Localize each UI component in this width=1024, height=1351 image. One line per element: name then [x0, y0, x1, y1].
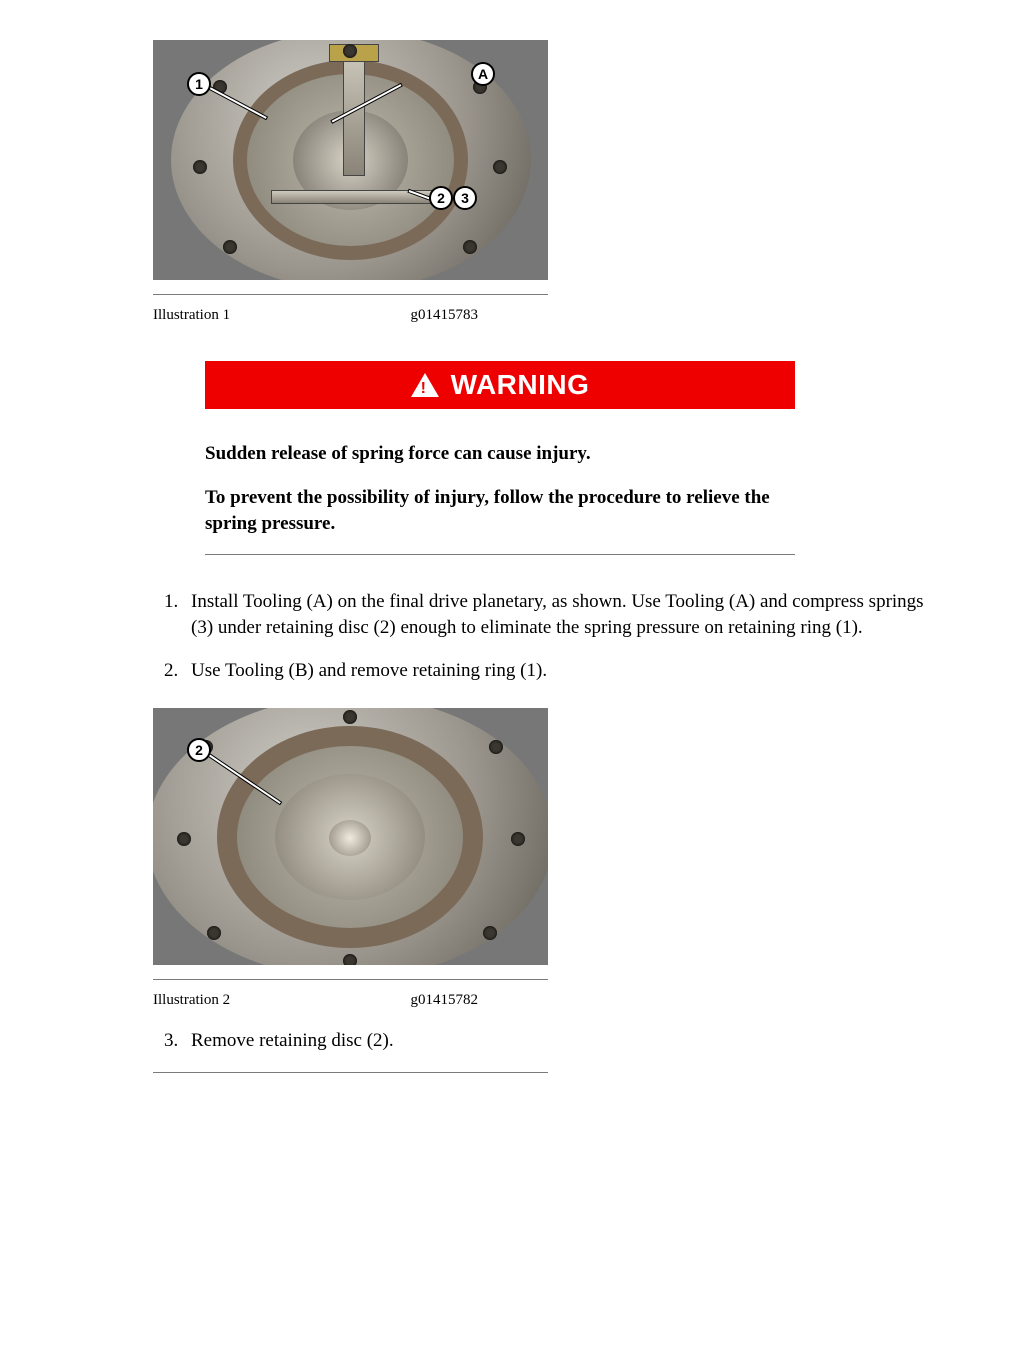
figure-2-divider: [153, 979, 548, 980]
bottom-divider: [153, 1072, 548, 1073]
procedure-list: Install Tooling (A) on the final drive p…: [153, 589, 949, 684]
callout-1: 1: [187, 72, 211, 96]
figure-2-label: Illustration 2: [153, 990, 291, 1010]
warning-body: Sudden release of spring force can cause…: [205, 441, 795, 555]
warning-divider: [205, 554, 795, 555]
callout-2: 2: [429, 186, 453, 210]
warning-banner: WARNING: [205, 361, 795, 409]
figure-1: 1 A 2 3 Illustration 1 g01415783: [153, 40, 949, 325]
step-3: Remove retaining disc (2).: [183, 1028, 949, 1054]
callout-2b: 2: [187, 738, 211, 762]
figure-2-image: 2: [153, 708, 548, 965]
figure-1-divider: [153, 294, 548, 295]
figure-2: 2 Illustration 2 g01415782: [153, 708, 949, 1010]
callout-A: A: [471, 62, 495, 86]
warning-icon: [411, 373, 439, 397]
figure-2-caption: Illustration 2 g01415782: [153, 990, 548, 1010]
procedure-list-cont: Remove retaining disc (2).: [153, 1028, 949, 1054]
callout-3: 3: [453, 186, 477, 210]
warning-paragraph-1: Sudden release of spring force can cause…: [205, 441, 795, 467]
figure-1-image: 1 A 2 3: [153, 40, 548, 280]
figure-1-caption: Illustration 1 g01415783: [153, 305, 548, 325]
step-2: Use Tooling (B) and remove retaining rin…: [183, 658, 949, 684]
warning-banner-text: WARNING: [451, 366, 590, 404]
warning-paragraph-2: To prevent the possibility of injury, fo…: [205, 485, 795, 536]
figure-2-code: g01415782: [291, 990, 549, 1010]
figure-1-code: g01415783: [291, 305, 549, 325]
step-1: Install Tooling (A) on the final drive p…: [183, 589, 949, 640]
figure-1-label: Illustration 1: [153, 305, 291, 325]
